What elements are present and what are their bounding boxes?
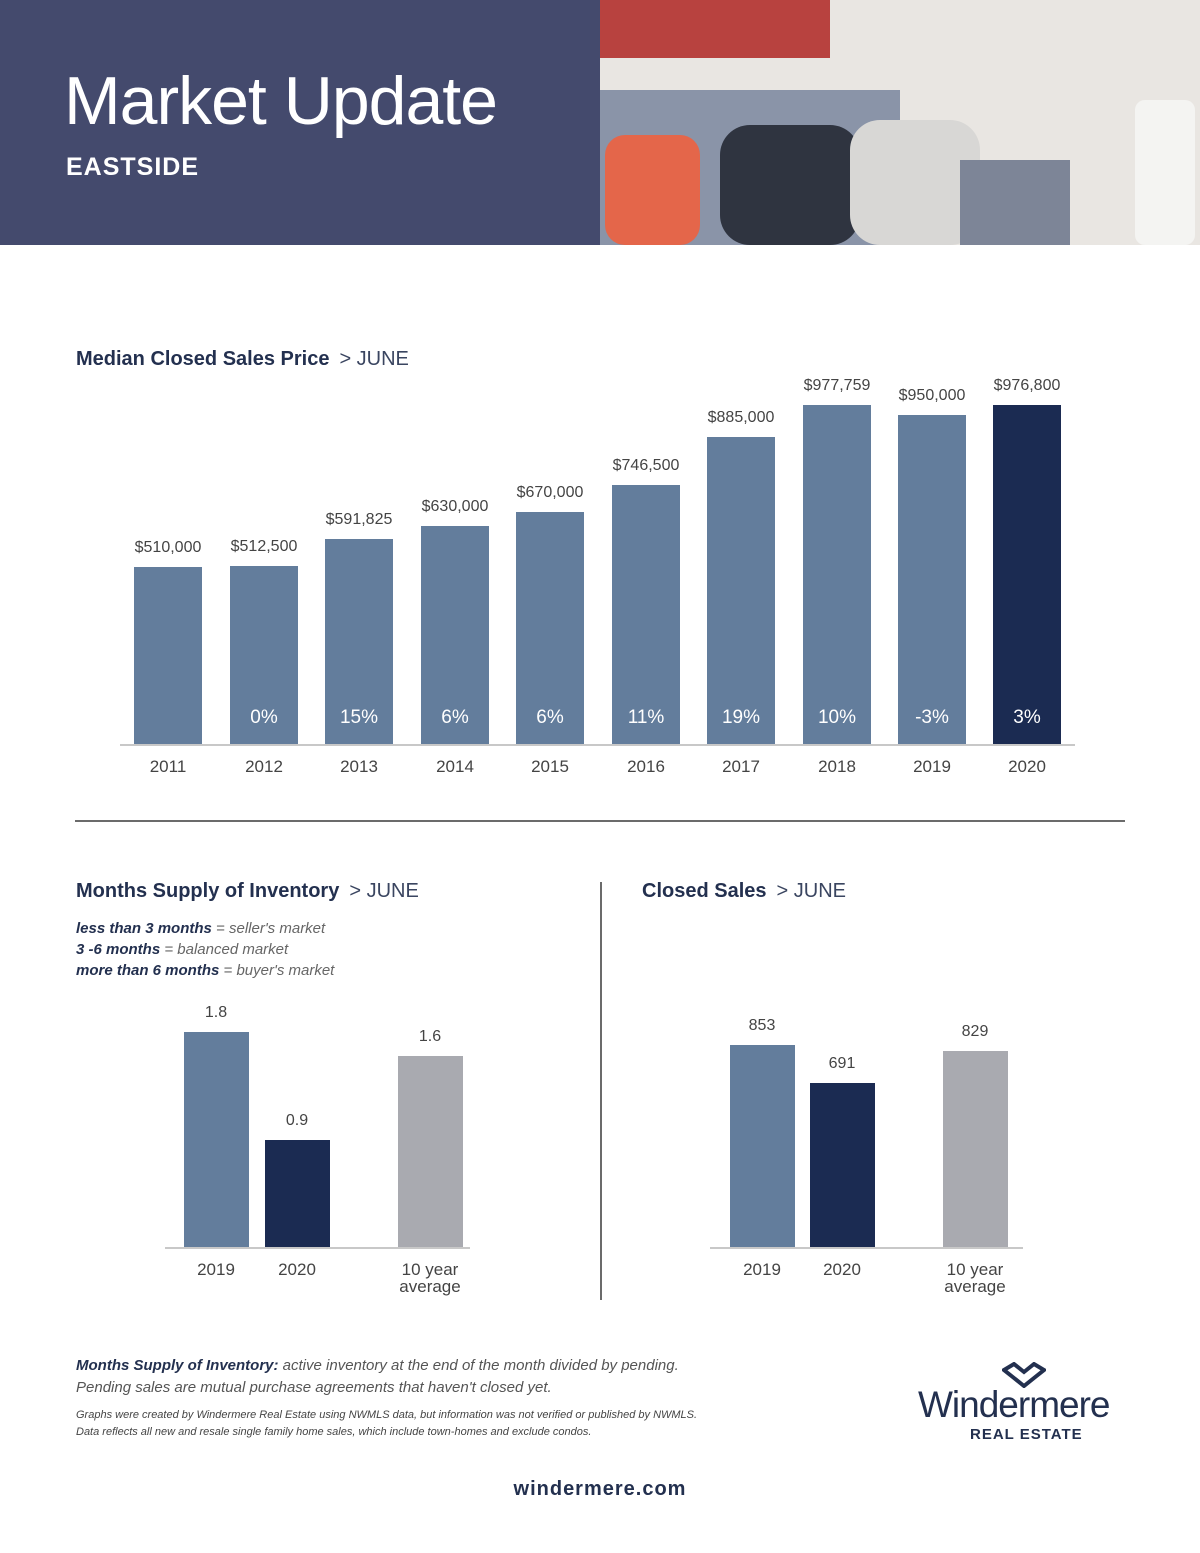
- note-lead: Months Supply of Inventory:: [76, 1357, 279, 1374]
- change-label: 0%: [250, 707, 278, 728]
- category-label: 2015: [531, 757, 569, 776]
- header-panel: [0, 0, 600, 245]
- note: Pending sales are mutual purchase agreem…: [76, 1379, 552, 1396]
- page-subtitle: EASTSIDE: [66, 153, 200, 181]
- chart-title-text: Closed Sales: [642, 880, 767, 902]
- value-label: $591,825: [325, 510, 393, 528]
- value-label: 1.6: [418, 1027, 442, 1045]
- category-label: 2020: [278, 1260, 316, 1279]
- key-row: 3 -6 months = balanced market: [76, 941, 288, 958]
- change-label: 6%: [441, 707, 469, 728]
- value-label: 853: [748, 1017, 776, 1034]
- key-term: 3 -6 months: [76, 941, 161, 958]
- divider: [600, 882, 602, 1300]
- value-label: $885,000: [707, 409, 775, 427]
- bar: [803, 405, 871, 744]
- bar: [942, 1050, 1008, 1247]
- bar: [993, 405, 1061, 744]
- category-label: 2020: [1008, 757, 1046, 776]
- value-label: $512,500: [230, 538, 298, 556]
- bar: [183, 1032, 249, 1247]
- value-label: $950,000: [898, 386, 966, 404]
- category-label: 2020: [823, 1260, 861, 1279]
- value-label: 691: [828, 1055, 856, 1073]
- category-label: 2013: [340, 757, 378, 776]
- logo-name: Windermere: [918, 1384, 1110, 1425]
- change-label: 19%: [721, 707, 761, 728]
- key-meaning: = buyer's market: [223, 962, 335, 979]
- bar: [516, 511, 584, 744]
- bar: [230, 566, 298, 744]
- chart-title-text: Median Closed Sales Price: [76, 348, 330, 370]
- category-label: 2014: [436, 757, 474, 776]
- change-label: -3%: [915, 707, 949, 728]
- axis-line: [165, 1247, 470, 1249]
- change-label: 6%: [536, 707, 564, 728]
- category-label: 2012: [245, 757, 283, 776]
- category-label: 2018: [818, 757, 856, 776]
- chart-title: Median Closed Sales Price > JUNE: [76, 348, 409, 371]
- note-text: active inventory at the end of the month…: [282, 1357, 679, 1374]
- value-label: $976,800: [993, 377, 1061, 395]
- category-label: 2019: [913, 757, 951, 776]
- value-label: $746,500: [612, 457, 680, 475]
- axis-line: [120, 744, 1075, 746]
- value-label: $670,000: [516, 483, 584, 501]
- change-label: 11%: [627, 707, 665, 728]
- key-row: less than 3 months = seller's market: [76, 920, 325, 937]
- change-label: 3%: [1013, 707, 1041, 728]
- value-label: $977,759: [803, 377, 871, 394]
- small-note: Data reflects all new and resale single …: [76, 1426, 592, 1438]
- bar: [325, 538, 393, 744]
- small-note: Graphs were created by Windermere Real E…: [76, 1409, 698, 1421]
- chart-title-suffix: > JUNE: [339, 348, 409, 370]
- value-label: 0.9: [285, 1111, 309, 1129]
- category-label: 2011: [149, 757, 187, 776]
- value-label: $630,000: [421, 497, 489, 515]
- chart-title: Closed Sales > JUNE: [642, 880, 846, 903]
- key-meaning: = seller's market: [216, 920, 326, 937]
- chart-title-text: Months Supply of Inventory: [76, 880, 340, 902]
- note: Months Supply of Inventory: active inven…: [76, 1357, 679, 1374]
- bar: [264, 1139, 330, 1247]
- value-label: 829: [961, 1022, 989, 1040]
- chart-title-suffix: > JUNE: [776, 880, 846, 902]
- axis-line: [710, 1247, 1023, 1249]
- divider: [75, 820, 1125, 822]
- bar: [421, 525, 489, 744]
- key-meaning: = balanced market: [164, 941, 289, 958]
- key-term: more than 6 months: [76, 962, 220, 979]
- value-label: $510,000: [134, 539, 202, 557]
- bar: [707, 437, 775, 744]
- logo-icon: [1002, 1362, 1046, 1388]
- bar: [397, 1055, 463, 1247]
- category-label: 2019: [197, 1260, 235, 1279]
- chart-title-suffix: > JUNE: [349, 880, 419, 902]
- category-label: 2016: [627, 757, 665, 776]
- chart-title: Months Supply of Inventory > JUNE: [76, 880, 419, 903]
- category-label: 10 year average: [944, 1260, 1006, 1296]
- bar: [134, 567, 202, 744]
- change-label: 15%: [339, 707, 379, 728]
- bar: [729, 1045, 795, 1247]
- category-label: 2017: [722, 757, 760, 776]
- key-term: less than 3 months: [76, 920, 212, 937]
- bar: [898, 414, 966, 744]
- key-row: more than 6 months = buyer's market: [76, 962, 334, 979]
- change-label: 10%: [817, 707, 857, 728]
- category-label: 2019: [743, 1260, 781, 1279]
- bar: [809, 1083, 875, 1247]
- footer-url: windermere.com: [513, 1478, 687, 1500]
- page-title: Market Update: [64, 63, 498, 139]
- logo-tagline: REAL ESTATE: [970, 1426, 1083, 1443]
- category-label: 10 year average: [399, 1260, 461, 1296]
- value-label: 1.8: [204, 1004, 228, 1021]
- bar: [612, 485, 680, 744]
